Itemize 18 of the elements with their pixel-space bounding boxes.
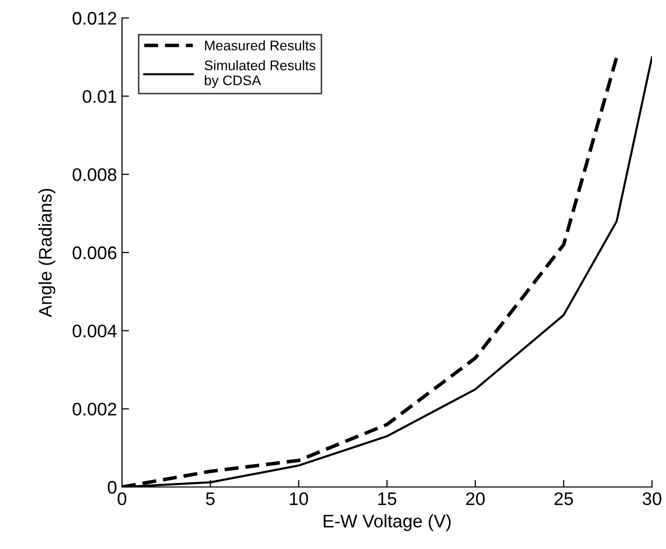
y-axis-title: Angle (Radians) [38, 188, 56, 318]
x-tick-label: 15 [378, 492, 396, 506]
y-tick-label: 0.012 [72, 12, 116, 25]
x-tick-label: 10 [290, 492, 308, 506]
x-axis-title: E-W Voltage (V) [324, 514, 451, 532]
x-tick-label: 5 [206, 492, 215, 506]
x-tick-label: 0 [118, 492, 126, 506]
x-tick-label: 25 [554, 492, 573, 506]
y-tick-label: 0.008 [72, 168, 116, 182]
y-tick-label: 0.002 [72, 402, 116, 416]
y-tick-label: 0 [108, 480, 116, 494]
legend-label: Simulated Results by CDSA [204, 60, 316, 88]
y-tick-label: 0.004 [72, 324, 117, 338]
x-tick-label: 30 [642, 492, 662, 506]
y-tick-label: 0.01 [82, 90, 116, 103]
legend-label: Measured Results [205, 40, 316, 50]
x-tick-label: 20 [466, 492, 485, 506]
y-tick-label: 0.006 [72, 246, 116, 260]
